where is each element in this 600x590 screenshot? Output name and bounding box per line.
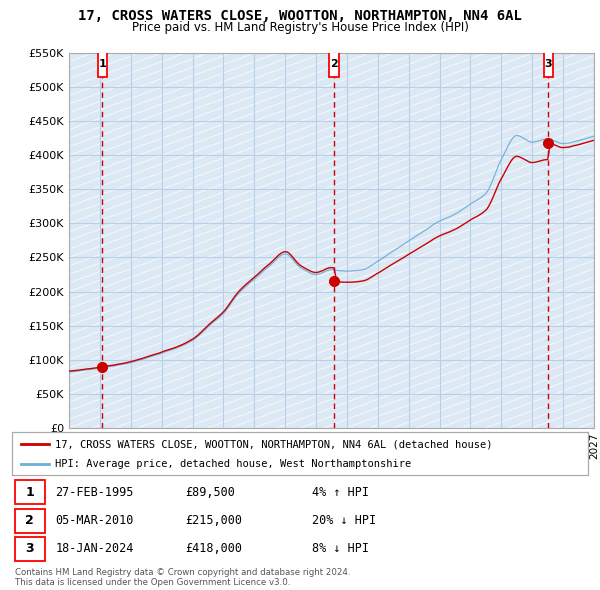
FancyBboxPatch shape — [15, 480, 45, 504]
Text: £418,000: £418,000 — [185, 542, 242, 555]
Text: HPI: Average price, detached house, West Northamptonshire: HPI: Average price, detached house, West… — [55, 460, 412, 469]
Text: 4% ↑ HPI: 4% ↑ HPI — [311, 486, 368, 499]
Text: £89,500: £89,500 — [185, 486, 235, 499]
FancyBboxPatch shape — [329, 51, 339, 77]
FancyBboxPatch shape — [544, 51, 553, 77]
FancyBboxPatch shape — [15, 509, 45, 533]
Text: Price paid vs. HM Land Registry's House Price Index (HPI): Price paid vs. HM Land Registry's House … — [131, 21, 469, 34]
Text: 05-MAR-2010: 05-MAR-2010 — [55, 514, 134, 527]
Text: 3: 3 — [26, 542, 34, 555]
Text: 3: 3 — [545, 60, 552, 70]
Text: £215,000: £215,000 — [185, 514, 242, 527]
Text: 2: 2 — [330, 60, 338, 70]
Text: 17, CROSS WATERS CLOSE, WOOTTON, NORTHAMPTON, NN4 6AL (detached house): 17, CROSS WATERS CLOSE, WOOTTON, NORTHAM… — [55, 440, 493, 450]
Text: 17, CROSS WATERS CLOSE, WOOTTON, NORTHAMPTON, NN4 6AL: 17, CROSS WATERS CLOSE, WOOTTON, NORTHAM… — [78, 9, 522, 23]
Text: 20% ↓ HPI: 20% ↓ HPI — [311, 514, 376, 527]
Text: 8% ↓ HPI: 8% ↓ HPI — [311, 542, 368, 555]
Text: 27-FEB-1995: 27-FEB-1995 — [55, 486, 134, 499]
Text: 1: 1 — [25, 486, 34, 499]
FancyBboxPatch shape — [98, 51, 107, 77]
Text: Contains HM Land Registry data © Crown copyright and database right 2024.
This d: Contains HM Land Registry data © Crown c… — [15, 568, 350, 587]
Text: 18-JAN-2024: 18-JAN-2024 — [55, 542, 134, 555]
Text: 1: 1 — [98, 60, 106, 70]
Text: 2: 2 — [25, 514, 34, 527]
FancyBboxPatch shape — [15, 537, 45, 561]
